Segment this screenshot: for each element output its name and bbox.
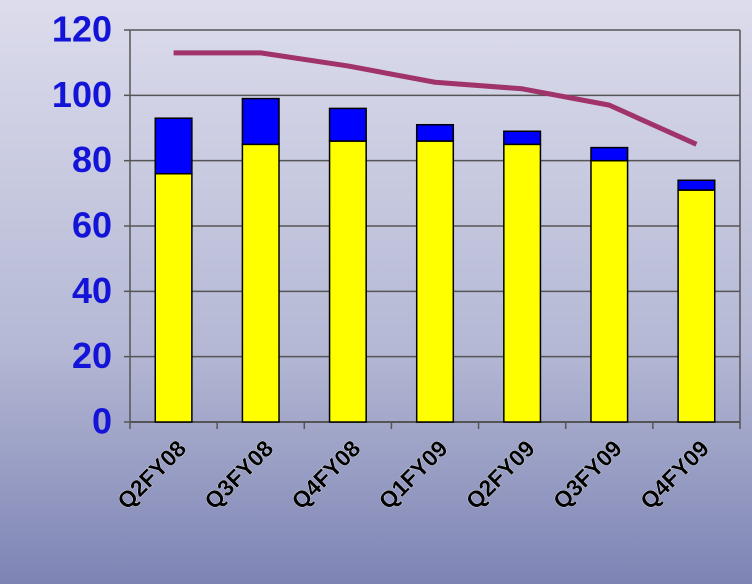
bar (241, 143, 280, 423)
bar (503, 130, 542, 146)
bar (241, 97, 280, 146)
bar (154, 117, 193, 175)
bar (590, 159, 629, 423)
y-tick-label: 120 (52, 9, 112, 50)
bar (677, 179, 716, 191)
line (173, 50, 698, 147)
bar (415, 123, 455, 142)
y-tick-label: 80 (72, 139, 112, 180)
bar (415, 140, 455, 423)
bar (503, 143, 542, 423)
y-tick-label: 40 (72, 270, 112, 311)
y-tick-label: 100 (52, 74, 112, 115)
bar (154, 172, 193, 423)
bar (590, 146, 629, 162)
y-tick-label: 60 (72, 205, 112, 246)
y-tick-label: 20 (72, 335, 112, 376)
bar (328, 107, 367, 142)
y-tick-label: 0 (92, 401, 112, 442)
bar (677, 189, 716, 423)
bar (328, 140, 367, 423)
